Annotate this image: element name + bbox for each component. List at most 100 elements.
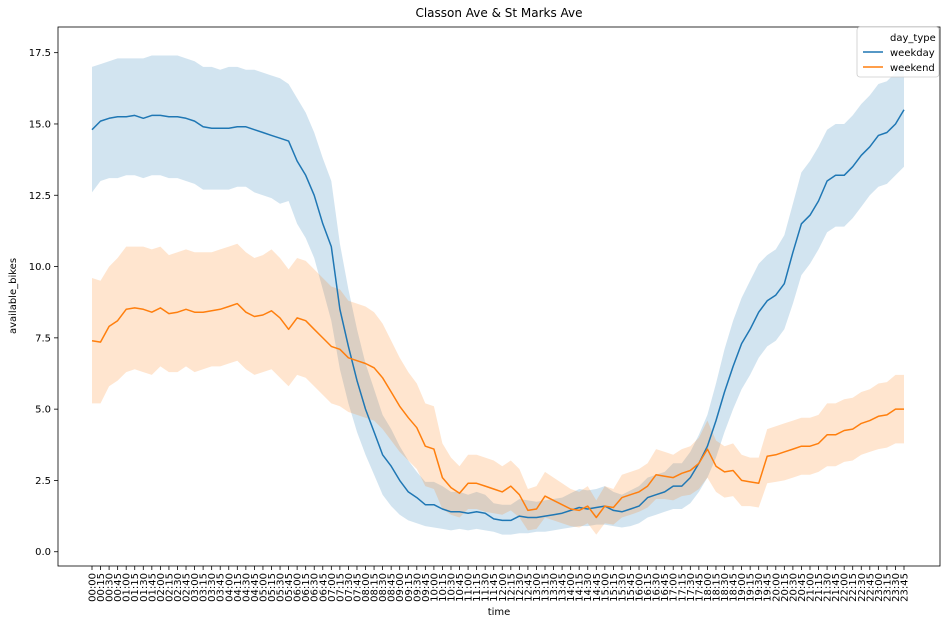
x-tick-label: 16:00 <box>635 573 646 602</box>
chart-title: Classon Ave & St Marks Ave <box>415 6 582 20</box>
x-tick-label: 03:45 <box>216 573 227 602</box>
x-tick-label: 11:30 <box>481 573 492 602</box>
x-tick-label: 23:15 <box>882 573 893 602</box>
x-tick-label: 06:00 <box>293 573 304 602</box>
x-tick-label: 06:15 <box>301 573 312 602</box>
y-tick-label: 0.0 <box>35 547 51 558</box>
x-tick-label: 04:00 <box>224 573 235 602</box>
x-tick-label: 16:30 <box>652 573 663 602</box>
legend-box <box>856 26 940 78</box>
y-tick-label: 12.5 <box>29 191 51 202</box>
x-tick-label: 02:15 <box>164 573 175 602</box>
legend-label-weekday: weekday <box>890 48 935 59</box>
y-tick-label: 17.5 <box>29 48 51 59</box>
x-tick-label: 10:45 <box>455 573 466 602</box>
x-tick-label: 07:15 <box>335 573 346 602</box>
x-tick-label: 20:15 <box>780 573 791 602</box>
x-tick-label: 11:45 <box>489 573 500 602</box>
confidence-bands <box>92 55 904 535</box>
axes: 0.0 2.5 5.0 7.5 10.0 12.5 15.0 17.5 00:0000:150… <box>29 26 941 602</box>
x-tick-label: 08:15 <box>370 573 381 602</box>
series-line-weekend <box>91 302 904 519</box>
x-tick-label: 21:30 <box>823 573 834 602</box>
x-tick-label: 09:00 <box>395 573 406 602</box>
y-tick-label: 2.5 <box>35 476 51 487</box>
x-tick-label: 15:45 <box>626 573 637 602</box>
x-tick-label: 05:15 <box>267 573 278 602</box>
x-tick-label: 13:30 <box>549 573 560 602</box>
x-tick-label: 14:15 <box>575 573 586 602</box>
x-tick-label: 00:45 <box>113 573 124 602</box>
x-tick-label: 19:30 <box>754 573 765 602</box>
x-tick-label: 15:00 <box>600 573 611 602</box>
series-lines <box>91 109 905 522</box>
x-tick-label: 22:00 <box>840 573 851 602</box>
x-tick-label: 15:30 <box>617 573 628 602</box>
x-tick-label: 09:15 <box>404 573 415 602</box>
x-axis-ticks: 00:0000:1500:3000:4501:0001:1501:3001:45… <box>88 566 911 602</box>
x-tick-label: 08:00 <box>361 573 372 602</box>
x-tick-label: 02:30 <box>173 573 184 602</box>
x-tick-label: 21:45 <box>831 573 842 602</box>
x-tick-label: 07:30 <box>344 573 355 602</box>
y-tick-label: 5.0 <box>35 405 51 416</box>
x-tick-label: 19:00 <box>737 573 748 602</box>
x-tick-label: 04:45 <box>250 573 261 602</box>
x-tick-label: 01:00 <box>122 573 133 602</box>
y-axis-ticks: 0.0 2.5 5.0 7.5 10.0 12.5 15.0 17.5 <box>29 48 58 558</box>
ci-band-weekday <box>92 55 904 535</box>
x-axis-label: time <box>488 607 511 618</box>
x-tick-label: 06:30 <box>310 573 321 602</box>
y-tick-label: 15.0 <box>29 119 51 130</box>
legend: day_type weekday weekend <box>856 26 940 78</box>
x-tick-label: 05:30 <box>276 573 287 602</box>
x-tick-label: 20:45 <box>797 573 808 602</box>
x-tick-label: 14:00 <box>566 573 577 602</box>
y-tick-label: 7.5 <box>35 333 51 344</box>
ci-band-weekend <box>92 243 904 535</box>
x-tick-label: 01:15 <box>130 573 141 602</box>
x-tick-label: 11:00 <box>464 573 475 602</box>
x-tick-label: 10:30 <box>447 573 458 602</box>
legend-title: day_type <box>890 33 936 44</box>
x-tick-label: 04:30 <box>241 573 252 602</box>
x-tick-label: 09:30 <box>412 573 423 602</box>
x-tick-label: 19:15 <box>746 573 757 602</box>
x-tick-label: 07:45 <box>353 573 364 602</box>
x-tick-label: 12:30 <box>515 573 526 602</box>
x-tick-label: 07:00 <box>327 573 338 602</box>
x-tick-label: 18:45 <box>729 573 740 602</box>
x-tick-label: 12:15 <box>506 573 517 602</box>
x-tick-label: 03:15 <box>199 573 210 602</box>
x-tick-label: 14:45 <box>592 573 603 602</box>
x-tick-label: 14:30 <box>583 573 594 602</box>
plot-area <box>91 55 905 535</box>
x-tick-label: 10:00 <box>429 573 440 602</box>
x-tick-label: 18:15 <box>712 573 723 602</box>
x-tick-label: 03:30 <box>207 573 218 602</box>
x-tick-label: 22:45 <box>865 573 876 602</box>
y-axis-label: available_bikes <box>8 258 19 334</box>
x-tick-label: 23:30 <box>891 573 902 602</box>
x-tick-label: 10:15 <box>438 573 449 602</box>
x-tick-label: 12:00 <box>498 573 509 602</box>
x-tick-label: 20:30 <box>788 573 799 602</box>
x-tick-label: 09:45 <box>421 573 432 602</box>
x-tick-label: 16:15 <box>643 573 654 602</box>
x-tick-label: 20:00 <box>771 573 782 602</box>
x-tick-label: 12:45 <box>523 573 534 602</box>
x-tick-label: 17:15 <box>677 573 688 602</box>
x-tick-label: 11:15 <box>472 573 483 602</box>
x-tick-label: 01:30 <box>139 573 150 602</box>
x-tick-label: 18:30 <box>720 573 731 602</box>
x-tick-label: 23:00 <box>874 573 885 602</box>
x-tick-label: 06:45 <box>318 573 329 602</box>
x-tick-label: 00:30 <box>105 573 116 602</box>
x-tick-label: 08:30 <box>378 573 389 602</box>
plot-frame <box>57 26 941 567</box>
x-tick-label: 21:00 <box>806 573 817 602</box>
x-tick-label: 05:00 <box>258 573 269 602</box>
x-tick-label: 13:15 <box>541 573 552 602</box>
y-tick-label: 10.0 <box>29 262 51 273</box>
